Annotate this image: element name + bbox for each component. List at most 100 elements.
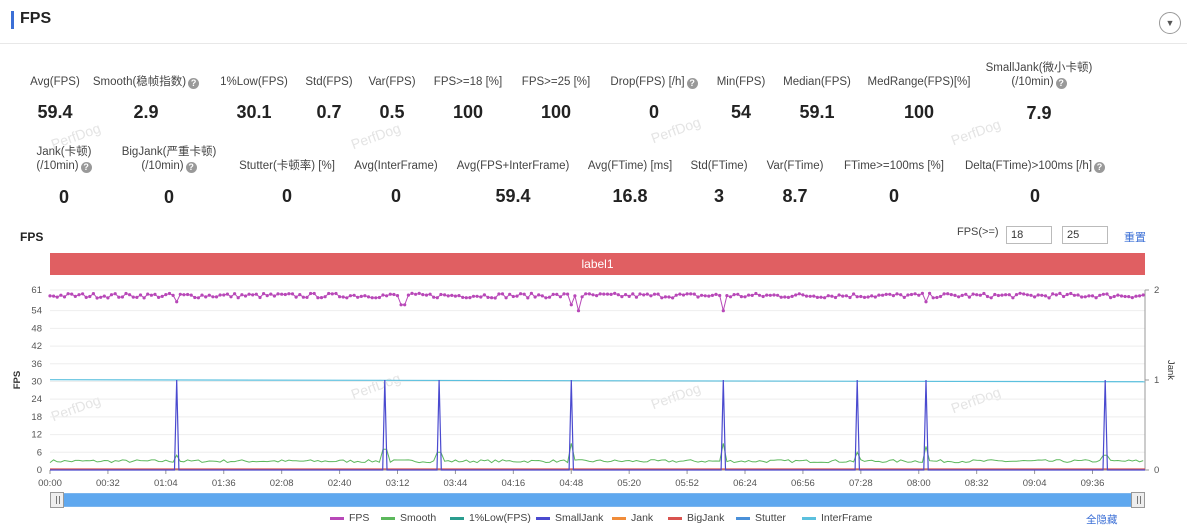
fps-data-point: [305, 295, 309, 299]
fps-data-point: [84, 295, 88, 299]
fps-data-point: [804, 294, 809, 298]
legend-item-smalljank[interactable]: SmallJank: [536, 512, 603, 524]
slider-right-handle[interactable]: [1131, 492, 1145, 508]
fps-data-point: [66, 292, 70, 296]
fps-data-point: [493, 296, 497, 300]
fps-data-point: [837, 293, 841, 297]
fps-data-point: [562, 292, 566, 296]
fps-data-point: [1047, 296, 1051, 300]
fps-data-point: [566, 292, 570, 296]
fps-data-point: [660, 296, 664, 300]
fps-data-point: [511, 294, 515, 299]
fps-data-point: [1025, 293, 1029, 297]
fps-data-point: [909, 292, 914, 297]
metric-label-text: Min(FPS): [716, 76, 766, 88]
fps-data-point: [815, 295, 820, 299]
fps-data-point: [783, 295, 787, 299]
legend-item-jank[interactable]: Jank: [612, 512, 653, 524]
fps-data-point: [399, 303, 403, 307]
fps-data-point: [627, 294, 631, 298]
x-tick-label: 01:04: [154, 478, 178, 489]
legend-item-stutter[interactable]: Stutter: [736, 512, 786, 524]
fps-data-point: [424, 293, 429, 297]
fps-data-point: [414, 292, 418, 296]
fps-data-point: [1098, 293, 1102, 297]
fps-data-point: [812, 294, 816, 298]
fps-threshold-label: FPS(>=): [957, 226, 999, 238]
fps-data-point: [352, 293, 356, 297]
help-icon[interactable]: ?: [185, 162, 197, 173]
x-tick-label: 04:48: [559, 478, 583, 489]
reset-button[interactable]: 重置: [1124, 232, 1146, 244]
fps-data-point: [526, 296, 530, 300]
legend-item-bigjank[interactable]: BigJank: [668, 512, 724, 524]
hide-all-button[interactable]: 全隐藏: [1086, 514, 1118, 526]
fps-data-point: [497, 292, 501, 296]
help-icon[interactable]: ?: [1055, 78, 1067, 89]
fps-data-point: [888, 292, 892, 296]
fps-data-point: [222, 293, 226, 297]
legend-item-fps[interactable]: FPS: [330, 512, 369, 524]
fps-threshold-1-input[interactable]: [1006, 226, 1052, 244]
legend-item-smooth[interactable]: Smooth: [381, 512, 436, 524]
smalljank-series-line: [50, 379, 1145, 471]
x-tick-label: 00:00: [38, 478, 62, 489]
collapse-toggle-button[interactable]: ▼: [1159, 12, 1181, 34]
fps-data-point: [1134, 294, 1138, 298]
fps-data-point: [569, 303, 573, 307]
metric-label-unit: (/10min): [36, 160, 79, 172]
metric-metrics_row1-1: Smooth(稳帧指数)? 2.9: [71, 75, 221, 123]
legend-label: FPS: [349, 512, 370, 524]
metric-metrics_row2-9: Delta(FTime)>100ms [/h]? 0: [960, 159, 1110, 207]
fps-data-point: [269, 292, 273, 296]
fps-data-point: [453, 294, 457, 298]
metric-label: Var(FTime): [720, 159, 870, 173]
slider-track[interactable]: [50, 493, 1145, 507]
metric-label-text: Jank(卡顿): [36, 146, 92, 158]
fps-data-point: [1004, 293, 1008, 297]
metric-label: 1%Low(FPS): [179, 75, 329, 89]
legend-item-interframe[interactable]: InterFrame: [802, 512, 872, 524]
help-icon[interactable]: ?: [188, 78, 200, 89]
metric-label-text: Std(FTime): [690, 160, 748, 172]
label-bar[interactable]: label1: [50, 253, 1145, 275]
fps-data-point: [486, 295, 490, 299]
fps-threshold-2-input[interactable]: [1062, 226, 1108, 244]
metric-label: Jank(卡顿): [0, 145, 139, 159]
metric-label-text: FPS>=18 [%]: [433, 76, 503, 88]
fps-data-point: [844, 294, 849, 298]
fps-data-point: [801, 293, 805, 297]
fps-data-point: [345, 296, 349, 300]
time-range-slider[interactable]: [50, 492, 1145, 508]
help-icon[interactable]: ?: [1094, 162, 1106, 173]
fps-data-point: [942, 292, 946, 296]
metric-metrics_row1-6: FPS>=25 [%] 100: [481, 75, 631, 123]
fps-data-point: [175, 300, 179, 304]
legend-swatch: [668, 516, 682, 520]
fps-data-point: [736, 292, 740, 296]
fps-series-points: [48, 291, 1145, 313]
fps-data-point: [450, 293, 454, 297]
fps-data-point: [1072, 293, 1076, 297]
fps-data-point: [432, 295, 436, 299]
fps-data-point: [906, 293, 910, 297]
help-icon[interactable]: ?: [80, 162, 92, 173]
help-icon[interactable]: ?: [686, 78, 698, 89]
metric-value: 59.4: [495, 186, 531, 206]
metric-label-line2: (/10min)?: [94, 159, 244, 173]
metric-metrics_row2-2: Stutter(卡顿率) [%] 0: [212, 159, 362, 207]
slider-left-handle[interactable]: [50, 492, 64, 508]
metric-value: 0.7: [316, 102, 342, 122]
fps-data-point: [128, 293, 132, 297]
fps-data-point: [529, 291, 534, 295]
fps-data-point: [1094, 296, 1098, 300]
metric-label: Std(FPS): [254, 75, 404, 89]
fps-data-point: [1119, 294, 1124, 298]
fps-data-point: [508, 292, 512, 296]
legend-item-1-low-fps-[interactable]: 1%Low(FPS): [450, 512, 531, 524]
fps-data-point: [243, 294, 248, 298]
fps-data-point: [1141, 293, 1145, 297]
fps-data-point: [1065, 292, 1069, 297]
fps-data-point: [917, 293, 921, 297]
metric-label-text: Delta(FTime)>100ms [/h]: [964, 160, 1093, 172]
